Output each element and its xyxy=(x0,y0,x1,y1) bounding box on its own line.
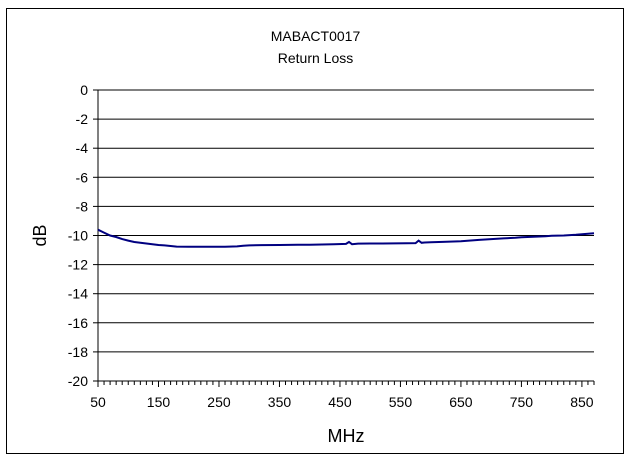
x-tick-label: 50 xyxy=(90,394,106,410)
y-axis-label: dB xyxy=(30,224,50,246)
y-tick-label: -2 xyxy=(76,111,89,127)
y-tick-label: -4 xyxy=(76,140,89,156)
gridlines xyxy=(98,90,594,352)
y-tick-label: -18 xyxy=(68,344,88,360)
y-tick-label: 0 xyxy=(80,82,88,98)
y-tick-label: -16 xyxy=(68,315,88,331)
x-tick-label: 550 xyxy=(389,394,413,410)
x-tick-label: 250 xyxy=(207,394,231,410)
y-tick-label: -10 xyxy=(68,228,88,244)
x-tick-label: 150 xyxy=(147,394,171,410)
y-tick-label: -20 xyxy=(68,373,88,389)
y-tick-label: -12 xyxy=(68,257,88,273)
x-tick-label: 450 xyxy=(328,394,352,410)
x-axis-label: MHz xyxy=(328,426,365,446)
y-tick-label: -14 xyxy=(68,286,88,302)
series-line xyxy=(98,230,594,247)
y-tick-label: -8 xyxy=(76,198,89,214)
x-tick-label: 650 xyxy=(449,394,473,410)
plot-series xyxy=(98,230,594,247)
x-tick-label: 750 xyxy=(510,394,534,410)
x-tick-label: 850 xyxy=(570,394,594,410)
x-axis-ticks: 50 150 250 350 450 550 650 750 850 xyxy=(90,381,594,410)
x-tick-label: 350 xyxy=(268,394,292,410)
y-axis-ticks: 0 -2 -4 -6 -8 -10 -12 -14 -16 -18 -20 xyxy=(68,82,98,389)
y-tick-label: -6 xyxy=(76,169,89,185)
